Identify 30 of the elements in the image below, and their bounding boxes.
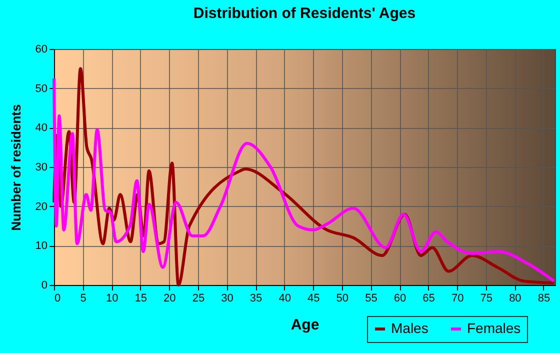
legend-label: Males <box>391 320 428 336</box>
y-tick-label: 20 <box>35 200 48 213</box>
y-tick-label: 60 <box>35 44 48 56</box>
x-tick-label: 75 <box>480 292 493 304</box>
x-tick-label: 15 <box>134 292 148 304</box>
x-tick-label: 30 <box>221 292 234 304</box>
x-tick-label: 20 <box>164 292 176 304</box>
x-tick-label: 60 <box>394 292 406 304</box>
x-tick-label: 25 <box>192 292 205 304</box>
y-tick-label: 10 <box>35 240 48 252</box>
y-axis-title: Number of residents <box>8 104 24 231</box>
x-tick-label: 5 <box>80 292 86 304</box>
x-tick-label: 70 <box>451 292 464 304</box>
x-tick-label: 85 <box>538 292 550 304</box>
x-tick-label: 0 <box>54 292 61 304</box>
y-tick-label: 0 <box>41 280 48 292</box>
x-tick-label: 80 <box>509 292 522 304</box>
legend-label: Females <box>467 320 521 336</box>
x-tick-label: 65 <box>422 292 435 304</box>
x-tick-label: 10 <box>106 292 118 304</box>
x-axis-title: Age <box>290 316 320 334</box>
y-tick-label: 40 <box>35 122 48 134</box>
chart-title: Distribution of Residents' Ages <box>193 5 416 22</box>
x-tick-label: 35 <box>250 292 262 304</box>
x-tick-label: 45 <box>308 292 320 304</box>
y-tick-label: 50 <box>35 82 48 95</box>
y-tick-label: 30 <box>35 162 48 174</box>
x-tick-label: 55 <box>365 292 378 304</box>
x-tick-label: 50 <box>336 292 349 304</box>
x-tick-label: 40 <box>278 292 291 304</box>
